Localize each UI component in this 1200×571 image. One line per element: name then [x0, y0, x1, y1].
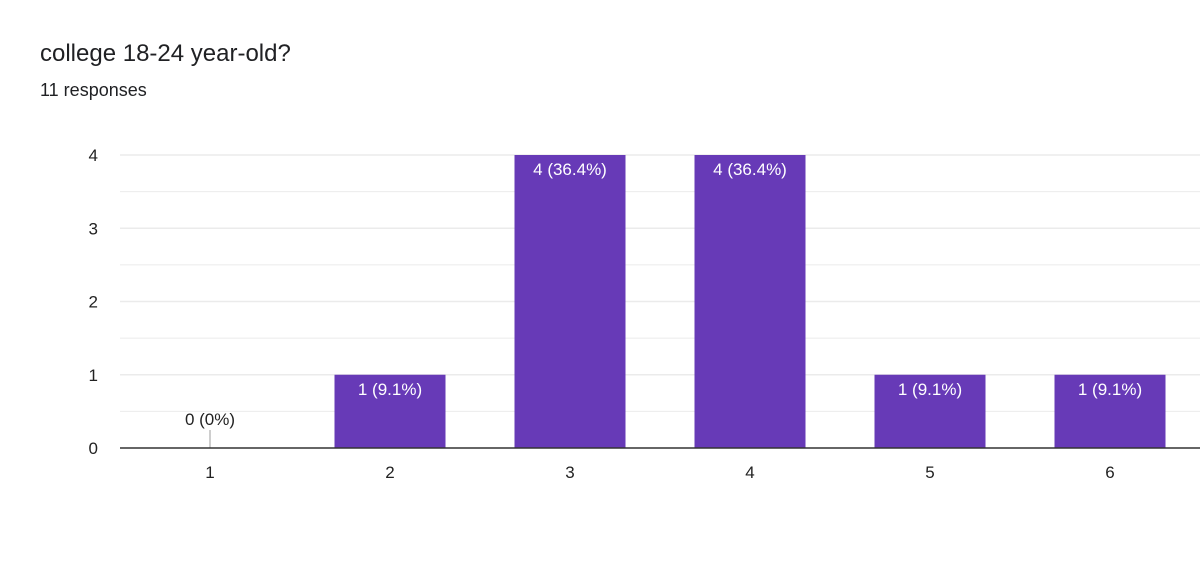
y-tick-label: 0 — [89, 439, 98, 458]
bar-data-label: 0 (0%) — [185, 410, 235, 429]
x-tick-label: 6 — [1105, 463, 1114, 482]
bars — [209, 155, 1166, 448]
bar-data-label: 1 (9.1%) — [898, 380, 962, 399]
chart-title: college 18-24 year-old? — [40, 40, 291, 67]
y-tick-label: 4 — [89, 146, 98, 165]
gridlines — [120, 154, 1200, 412]
x-tick-label: 4 — [745, 463, 754, 482]
y-tick-label: 2 — [89, 293, 98, 312]
y-tick-label: 3 — [89, 219, 98, 238]
bar — [874, 374, 986, 448]
bar-data-label: 4 (36.4%) — [713, 160, 787, 179]
bar-data-label: 1 (9.1%) — [1078, 380, 1142, 399]
bar — [514, 155, 626, 448]
bar — [1054, 374, 1166, 448]
y-tick-label: 1 — [89, 366, 98, 385]
x-tick-label: 5 — [925, 463, 934, 482]
x-tick-label: 2 — [385, 463, 394, 482]
response-count: 11 responses — [40, 80, 147, 100]
x-tick-label: 1 — [205, 463, 214, 482]
bar — [694, 155, 806, 448]
bar-data-label: 1 (9.1%) — [358, 380, 422, 399]
x-tick-label: 3 — [565, 463, 574, 482]
bar — [334, 374, 446, 448]
labels: 0 1 2 3 4 0 (0%) 1 1 (9.1%) 2 4 (36.4%) 3 4 (36.4%)… — [89, 146, 1143, 482]
bar-data-label: 4 (36.4%) — [533, 160, 607, 179]
